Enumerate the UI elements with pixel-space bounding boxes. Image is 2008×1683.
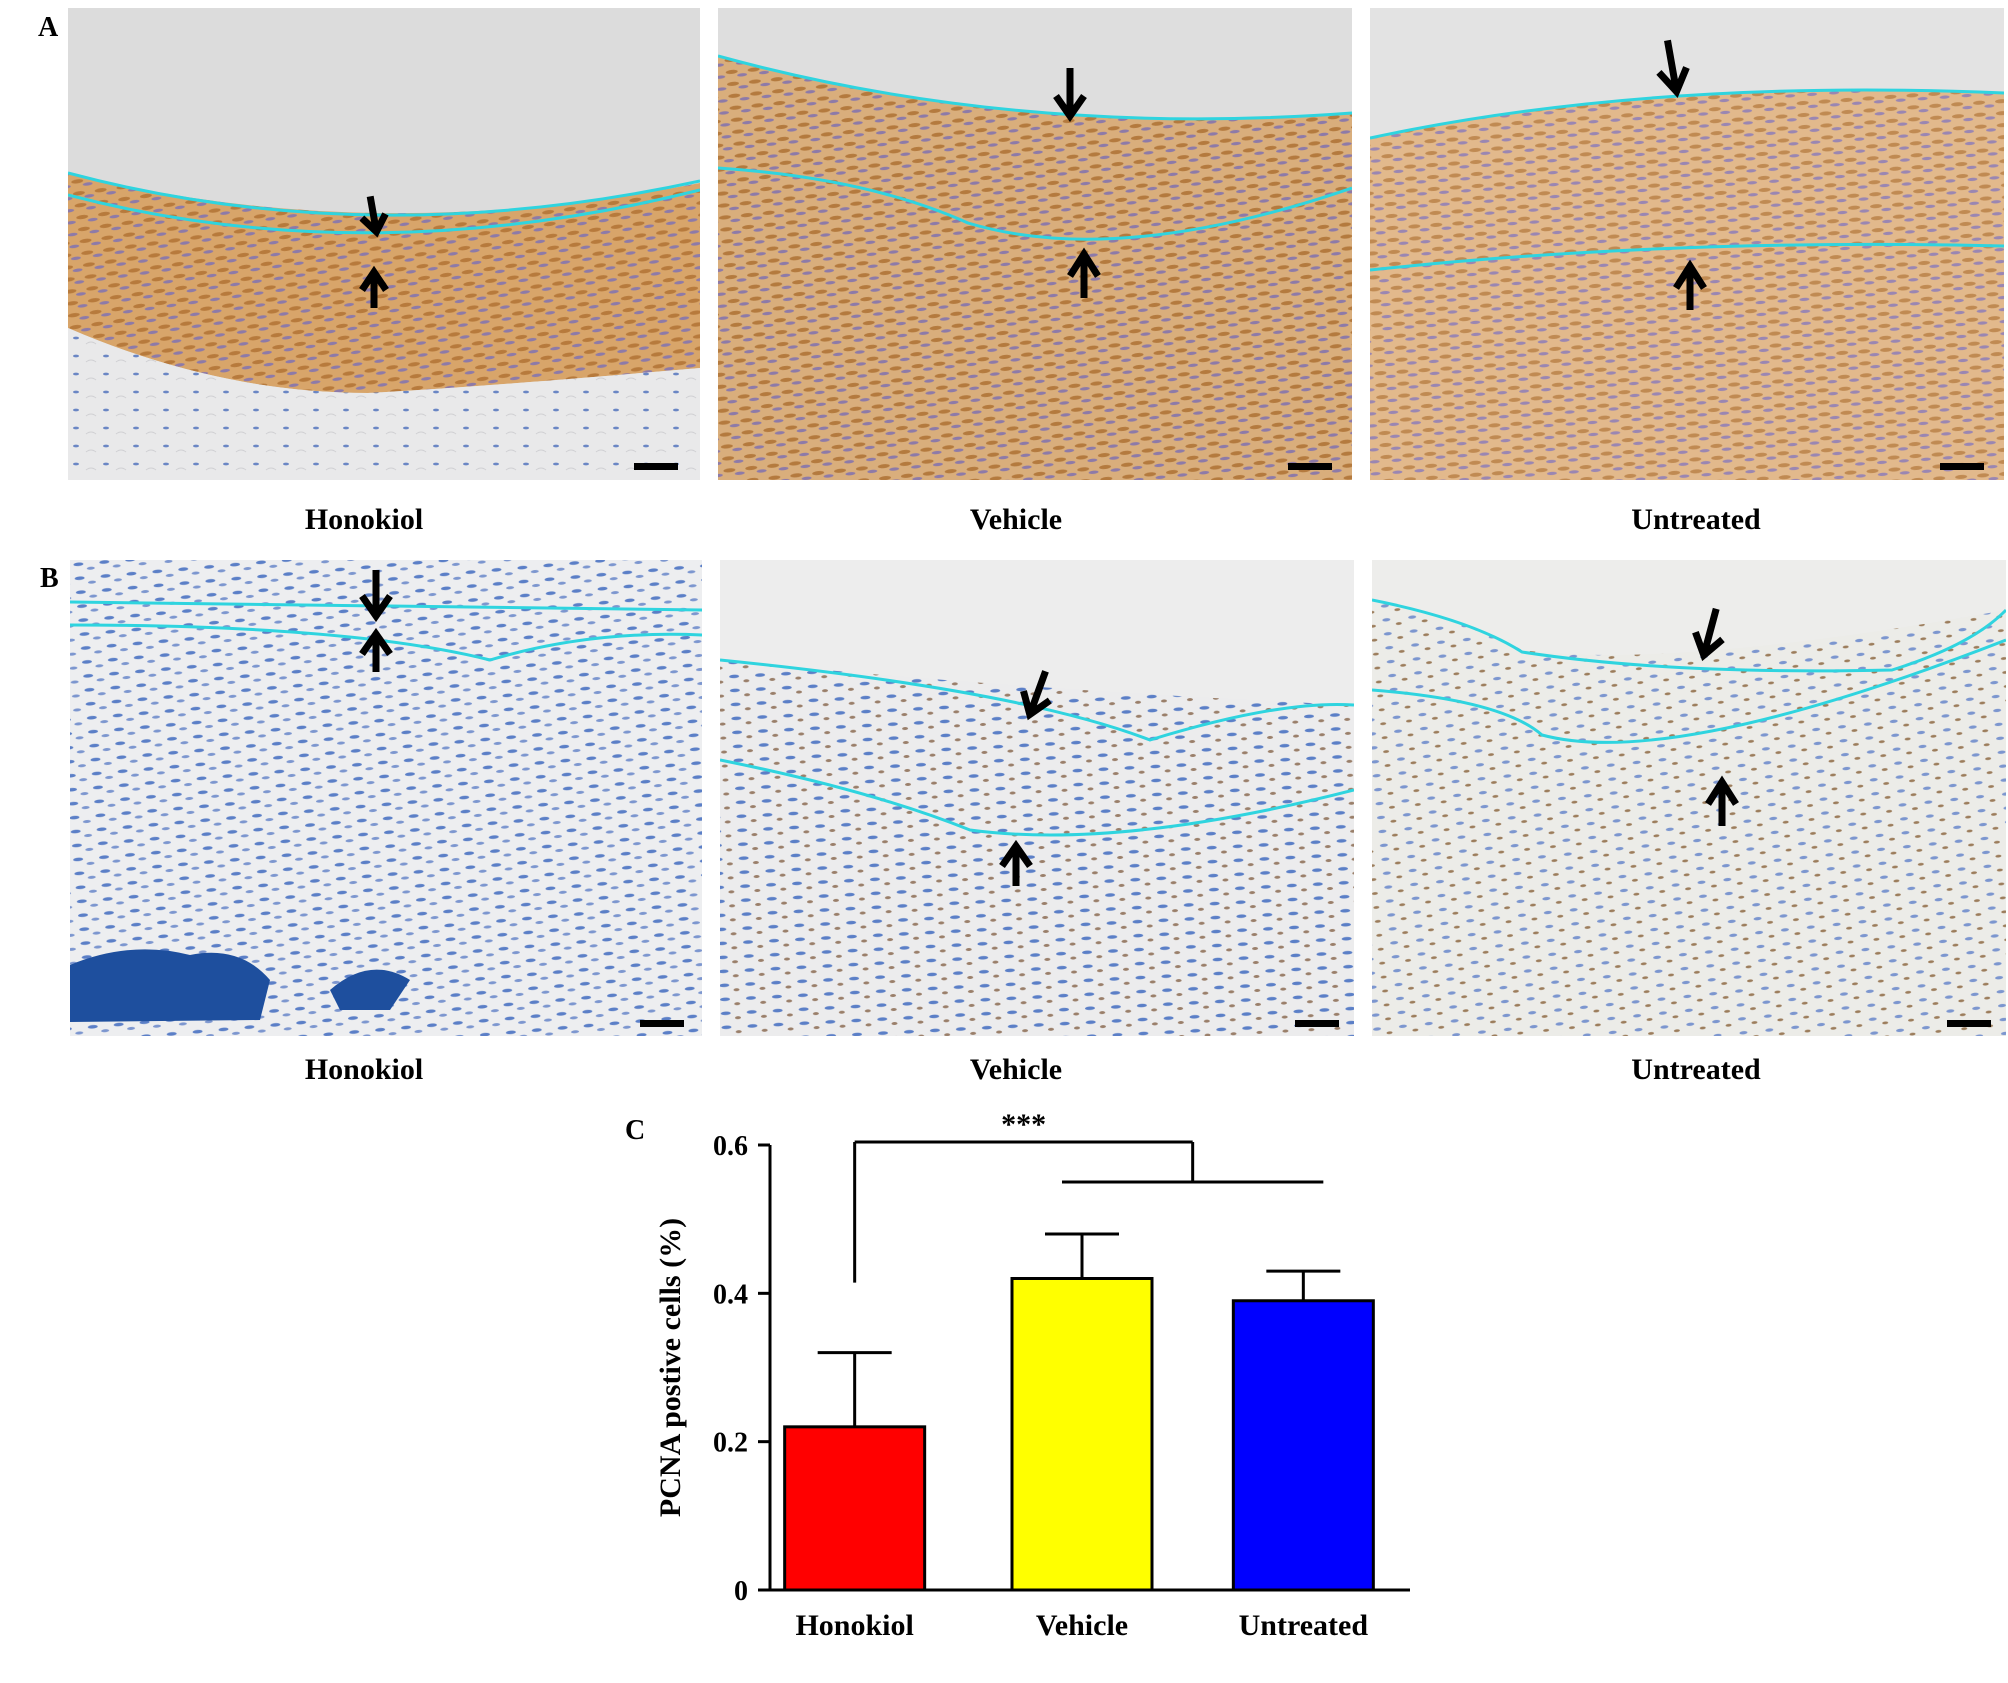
x-tick-label: Vehicle xyxy=(1036,1609,1128,1642)
bar-vehicle xyxy=(1010,1277,1154,1592)
bar-honokiol xyxy=(783,1425,927,1592)
pcna-bar-chart-svg: 0 0.2 0.4 0.6 PCNA postive cells (%) Honokiol… xyxy=(654,1108,1410,1642)
pcna-bar-chart: 0 0.2 0.4 0.6 PCNA postive cells (%) Honokiol… xyxy=(600,1100,1500,1678)
micrograph-a-vehicle xyxy=(718,8,1352,480)
caption-b-untreated: Untreated xyxy=(1631,1053,1761,1086)
y-tick-label: 0 xyxy=(734,1576,748,1607)
caption-a-honokiol: Honokiol xyxy=(304,503,424,536)
panel-label-a: A xyxy=(38,12,59,43)
micrograph-b-vehicle xyxy=(720,560,1354,1036)
y-tick-label: 0.6 xyxy=(713,1131,748,1162)
micrograph-a-untreated xyxy=(1370,8,2004,480)
caption-a-untreated: Untreated xyxy=(1631,503,1761,536)
chart-labels: 0 0.2 0.4 0.6 PCNA postive cells (%) Honokiol… xyxy=(654,1108,1368,1642)
micrograph-b-untreated xyxy=(1372,560,2006,1036)
y-tick-label: 0.4 xyxy=(713,1279,748,1310)
significance-label: *** xyxy=(1001,1108,1046,1141)
panel-label-c: C xyxy=(625,1115,646,1146)
y-axis-label: PCNA postive cells (%) xyxy=(654,1218,687,1517)
micrograph-b-honokiol xyxy=(70,560,702,1036)
panel-label-b: B xyxy=(40,563,59,594)
caption-b-honokiol: Honokiol xyxy=(304,1053,424,1086)
bar-untreated xyxy=(1231,1299,1375,1592)
caption-a-vehicle: Vehicle xyxy=(969,503,1063,536)
chart-bars xyxy=(783,1232,1375,1592)
micrograph-a-honokiol xyxy=(68,8,700,480)
caption-b-vehicle: Vehicle xyxy=(969,1053,1063,1086)
y-tick-label: 0.2 xyxy=(713,1428,748,1459)
x-tick-label: Untreated xyxy=(1239,1609,1369,1642)
x-tick-label: Honokiol xyxy=(795,1609,913,1642)
